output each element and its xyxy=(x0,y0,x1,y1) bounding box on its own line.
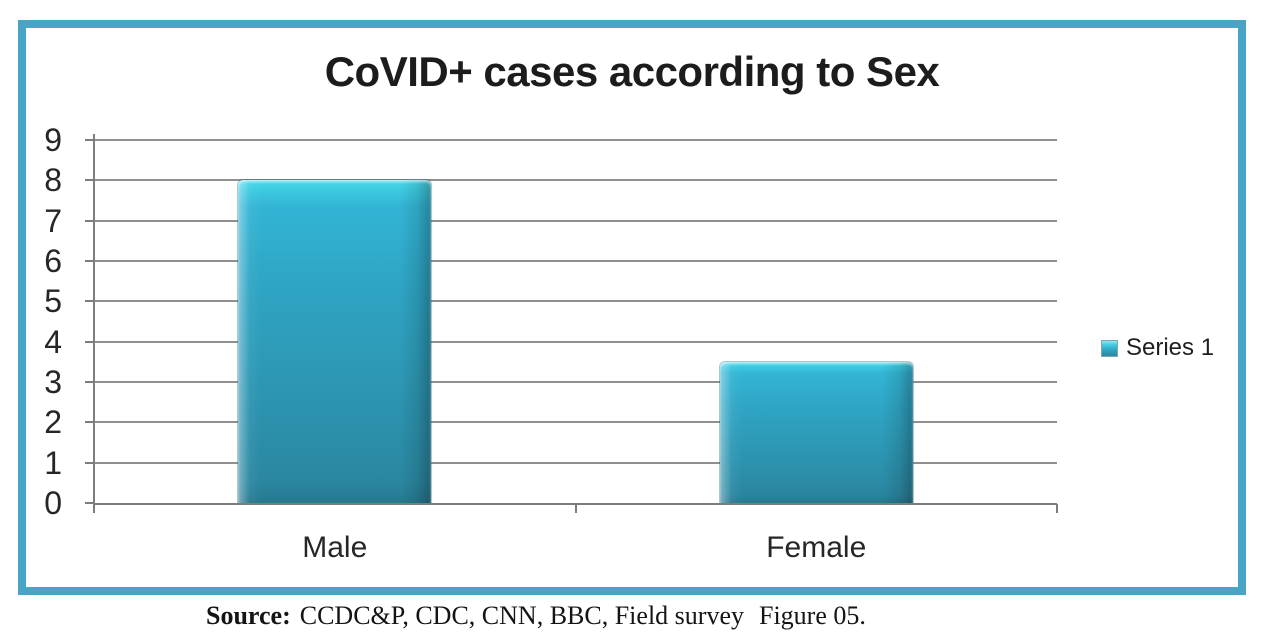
y-tick-label: 5 xyxy=(44,283,62,320)
y-axis-tick xyxy=(85,260,94,262)
x-category-label-male: Male xyxy=(302,531,368,564)
y-tick-label: 0 xyxy=(44,485,62,521)
y-axis-tick xyxy=(85,219,94,222)
y-axis-tick xyxy=(85,139,94,141)
chart-title: CoVID+ cases according to Sex xyxy=(324,48,940,95)
chart-border-frame xyxy=(18,20,1246,595)
y-tick-label: 6 xyxy=(44,243,62,279)
y-tick-label: 8 xyxy=(44,162,62,199)
bar-female xyxy=(719,361,913,503)
y-gridline xyxy=(94,179,1057,182)
y-gridline xyxy=(94,421,1057,424)
y-gridline xyxy=(94,260,1057,262)
y-tick-label: 1 xyxy=(44,444,62,481)
figure-number: Figure 05. xyxy=(758,601,866,630)
source-label: Source: xyxy=(206,601,291,630)
y-axis-tick xyxy=(85,421,94,424)
y-axis-tick xyxy=(85,300,94,303)
y-axis-tick xyxy=(85,502,94,504)
source-caption: Source: CCDC&P, CDC, CNN, BBC, Field surv… xyxy=(206,601,866,631)
y-axis-tick xyxy=(85,461,94,464)
y-axis-tick xyxy=(85,381,94,383)
x-axis-tick xyxy=(93,504,95,513)
y-tick-label: 2 xyxy=(44,404,62,441)
y-gridline xyxy=(94,139,1057,141)
y-axis-tick xyxy=(85,179,94,182)
y-axis-tick xyxy=(85,340,94,343)
x-axis-tick xyxy=(1056,504,1058,513)
y-tick-label: 3 xyxy=(44,364,62,400)
y-gridline xyxy=(94,381,1057,383)
legend-series-label: Series 1 xyxy=(1126,334,1215,361)
x-category-label-female: Female xyxy=(766,531,867,564)
y-tick-label: 4 xyxy=(44,323,62,360)
y-axis-line xyxy=(93,134,95,505)
bar-male xyxy=(238,180,432,503)
legend-series-swatch-icon xyxy=(1102,340,1117,356)
y-gridline xyxy=(94,461,1057,464)
y-gridline xyxy=(94,340,1057,343)
source-list: CCDC&P, CDC, CNN, BBC, Field survey xyxy=(299,601,744,630)
x-axis-tick xyxy=(574,504,577,513)
y-gridline xyxy=(94,300,1057,303)
y-gridline xyxy=(94,219,1057,222)
y-tick-label: 7 xyxy=(44,202,62,239)
legend: Series 1 xyxy=(1102,333,1214,363)
y-tick-label: 9 xyxy=(44,122,62,158)
